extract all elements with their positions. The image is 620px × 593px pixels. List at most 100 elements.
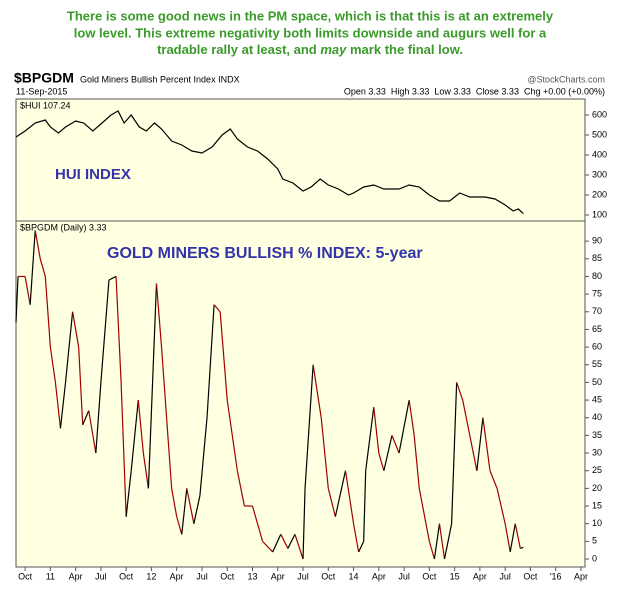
line-segment [54,382,62,429]
caption-part: may [320,42,347,57]
line-segment [413,435,420,489]
line-segment [262,540,274,553]
y-tick-label: 90 [592,236,602,246]
line-segment [24,276,31,305]
line-segment [320,417,329,489]
y-tick-label: 30 [592,447,602,457]
line-segment [186,488,195,524]
x-tick-label: Apr [271,571,285,581]
line-segment [520,546,524,549]
line-segment [213,304,221,313]
line-segment [496,488,506,524]
line-segment [509,523,516,553]
line-segment [358,541,365,553]
y-tick-label: 400 [592,149,607,159]
line-segment [294,534,304,560]
y-tick-label: 100 [592,209,607,219]
x-tick-label: Jul [196,571,208,581]
x-tick-label: Oct [422,571,437,581]
line-segment [125,470,132,517]
line-segment [450,382,458,524]
line-segment [115,276,122,383]
caption-part: tradable rally at least, and [157,42,320,57]
line-segment [137,400,144,454]
line-segment [489,470,498,489]
line-segment [39,258,46,277]
y-tick-label: 55 [592,359,602,369]
y-tick-label: 600 [592,109,607,119]
line-segment [155,283,163,348]
line-segment [287,534,296,549]
panel [15,98,586,222]
line-segment [82,410,90,426]
line-segment [304,364,314,489]
line-segment [72,311,80,348]
line-segment [363,470,367,542]
line-segment [428,541,435,560]
y-tick-label: 20 [592,483,602,493]
line-segment [504,523,511,553]
x-tick-label: '16 [550,571,562,581]
x-tick-label: Jul [398,571,410,581]
y-tick-label: 500 [592,129,607,139]
line-segment [312,364,322,418]
y-tick-label: 65 [592,324,602,334]
annotation: GOLD MINERS BULLISH % INDEX: 5-year [107,245,423,262]
line-segment [456,382,464,401]
line-segment [59,382,67,429]
y-tick-label: 70 [592,306,602,316]
line-segment [171,488,178,517]
line [15,110,524,214]
line-segment [142,452,149,489]
y-tick-label: 40 [592,412,602,422]
line-segment [181,488,188,535]
x-tick-label: 13 [247,571,257,581]
caption-line: There is some good news in the PM space,… [67,8,554,23]
x-tick-label: Apr [574,571,588,581]
line-segment [344,470,355,524]
line-segment [44,276,51,348]
line-segment [147,283,158,489]
line-segment [193,495,201,524]
line-segment [251,505,259,524]
panel [15,220,586,568]
x-tick-label: 14 [349,571,359,581]
y-tick-label: 80 [592,271,602,281]
x-tick-label: Apr [170,571,184,581]
line-segment [302,488,306,560]
line-segment [383,435,393,471]
y-tick-label: 300 [592,169,607,179]
line-segment [108,275,117,281]
x-tick-label: 15 [450,571,460,581]
line-segment [352,523,360,553]
x-tick-label: Jul [297,571,309,581]
line-segment [365,407,375,471]
line-segment [443,523,453,560]
annotation: HUI INDEX [55,166,131,183]
line-segment [391,435,400,454]
x-tick-label: Apr [473,571,487,581]
x-tick-label: Oct [18,571,33,581]
line-segment [469,435,478,471]
y-tick-label: 25 [592,465,602,475]
quote: Open 3.33 High 3.33 Low 3.33 Close 3.33 … [344,86,605,96]
line-segment [34,230,41,259]
line-segment [462,399,471,436]
y-tick-label: 35 [592,430,602,440]
legend-label: $BPGDM (Daily) 3.33 [20,222,107,232]
x-tick-label: 12 [146,571,156,581]
line-segment [476,417,484,471]
y-tick-label: 50 [592,377,602,387]
line-segment [15,276,19,323]
line-segment [272,534,282,553]
x-tick-label: Apr [372,571,386,581]
y-tick-label: 45 [592,394,602,404]
line-segment [408,399,415,436]
caption-part: mark the final low. [346,42,463,57]
line-segment [199,417,208,496]
line-segment [514,523,521,549]
caption-line: tradable rally at least, and may mark th… [157,42,463,57]
x-tick-label: Jul [95,571,107,581]
line-segment [64,311,74,383]
